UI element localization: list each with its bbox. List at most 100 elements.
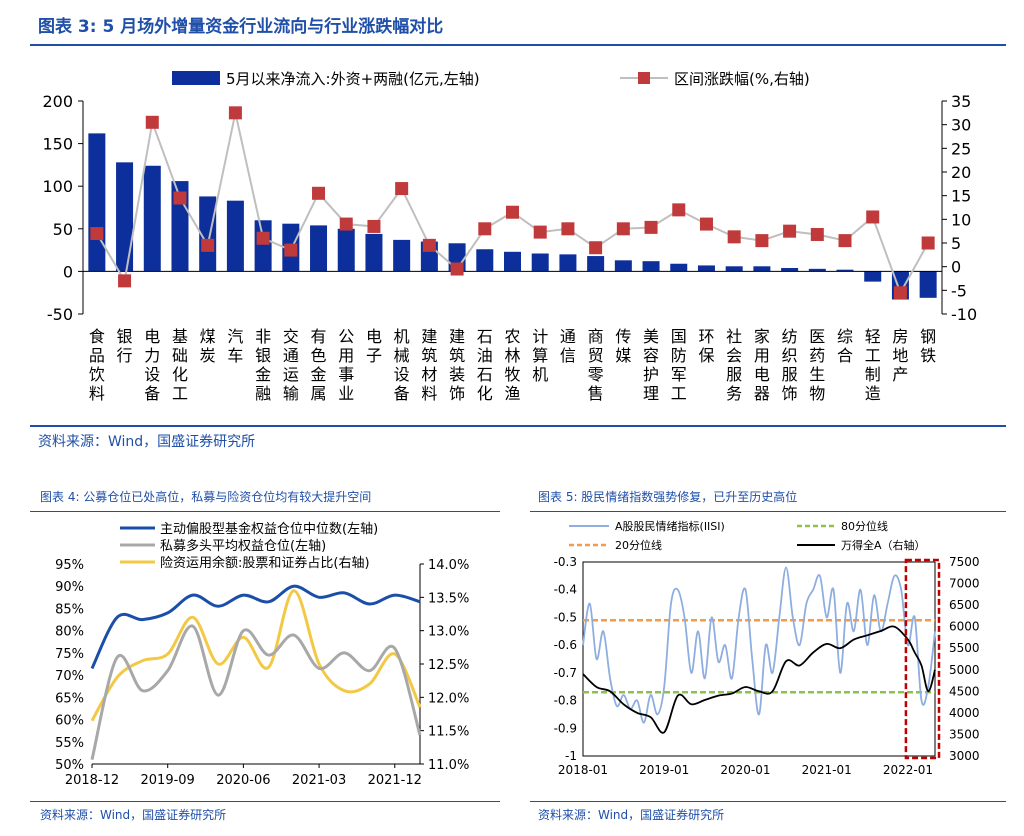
- fig3-change-marker: [339, 217, 353, 231]
- fig4-x-tick-label: 2019-09: [141, 773, 195, 788]
- fig3-right-tick-label: 0: [951, 258, 961, 277]
- fig3-category-label: 通信: [560, 327, 576, 365]
- fig5-right-tick-label: 7500: [949, 555, 980, 569]
- fig3-category-label: 房地产: [892, 327, 908, 384]
- fig3-category-label: 银行: [117, 327, 133, 365]
- fig3-category-label: 社会服务: [726, 327, 742, 403]
- fig3-category-label: 传媒: [615, 327, 631, 365]
- fig4-legend-label: 主动偏股型基金权益仓位中位数(左轴): [160, 521, 378, 537]
- fig3-change-marker: [478, 222, 492, 236]
- fig3-left-tick-label: 100: [42, 177, 73, 196]
- fig3-bar: [143, 165, 161, 272]
- fig3-category-label: 计算机: [532, 327, 548, 384]
- fig4-left-tick-label: 90%: [55, 580, 84, 595]
- fig3-category-label: 纺织服饰: [782, 327, 798, 403]
- fig3-category-label: 医药生物: [809, 327, 825, 403]
- fig5-bottom-rule: [530, 801, 1006, 802]
- fig3-bar: [864, 271, 882, 282]
- fig5-left-tick-label: -0.3: [554, 555, 577, 569]
- fig3-change-marker: [589, 241, 603, 255]
- fig4-series-line-1: [90, 584, 421, 670]
- fig3-bar: [697, 265, 715, 272]
- fig3-category-label: 汽车: [227, 327, 243, 365]
- fig3-category-label: 石油石化: [477, 327, 493, 403]
- fig5-x-tick-label: 2022-01: [883, 763, 933, 777]
- fig5-wind-index-line: [582, 625, 936, 734]
- fig5-legend-label: 20分位线: [615, 538, 662, 552]
- fig5-left-tick-label: -0.8: [554, 694, 577, 708]
- fig4-top-rule: [30, 511, 500, 512]
- fig3-change-marker: [228, 106, 242, 120]
- fig5-left-tick-label: -0.7: [554, 666, 577, 680]
- fig3-bar: [559, 254, 577, 272]
- fig3-right-tick-label: 20: [951, 163, 971, 182]
- fig5-x-tick-label: 2019-01: [639, 763, 689, 777]
- fig3-change-marker: [395, 182, 409, 196]
- fig3-legend-line-label: 区间涨跌幅(%,右轴): [674, 70, 810, 88]
- fig3-left-tick-label: 150: [42, 135, 73, 154]
- fig3-change-marker: [312, 186, 326, 200]
- fig3-change-marker: [644, 220, 658, 234]
- fig3-category-label: 电子: [366, 327, 382, 365]
- fig3-chart: 5月以来净流入:外资+两融(亿元,左轴) 区间涨跌幅(%,右轴)-50050100…: [42, 70, 977, 403]
- fig5-left-tick-label: -0.5: [554, 610, 577, 624]
- fig3-change-marker: [367, 219, 381, 233]
- fig3-change-marker: [173, 191, 187, 205]
- fig5-right-tick-label: 6500: [949, 598, 980, 612]
- fig4-left-tick-label: 80%: [55, 625, 84, 640]
- fig3-bar: [587, 256, 605, 272]
- fig3-change-marker: [727, 230, 741, 244]
- fig4-left-tick-label: 55%: [55, 736, 84, 751]
- fig5-right-tick-label: 5000: [949, 663, 980, 677]
- fig3-bar: [753, 266, 771, 272]
- fig3-left-tick-label: 50: [53, 220, 73, 239]
- fig4-left-tick-label: 65%: [55, 691, 84, 706]
- fig5-plot-frame: [582, 561, 936, 757]
- fig3-bar: [725, 266, 743, 272]
- fig3-bar: [365, 233, 383, 272]
- fig5-right-tick-label: 3000: [949, 749, 980, 763]
- fig4-right-tick-label: 11.0%: [428, 758, 469, 773]
- fig3-right-tick-label: 5: [951, 234, 961, 253]
- fig3-category-label: 环保: [698, 327, 714, 365]
- fig5-left-tick-label: -0.6: [554, 638, 577, 652]
- fig4-series-line-3: [90, 589, 422, 722]
- fig4-right-tick-label: 12.5%: [428, 658, 469, 673]
- fig5-legend-label: A股股民情绪指标(IISI): [615, 519, 725, 533]
- fig3-title: 图表 3: 5 月场外增量资金行业流向与行业涨跌幅对比: [38, 17, 444, 37]
- fig5-title: 图表 5: 股民情绪指数强势修复，已升至历史高位: [538, 490, 798, 504]
- fig3-right-tick-label: 10: [951, 210, 971, 229]
- fig3-left-tick-label: 0: [63, 262, 73, 281]
- fig3-change-marker: [284, 243, 298, 257]
- fig3-left-tick-label: 200: [42, 92, 73, 111]
- fig3-category-label: 非银金融: [255, 327, 271, 403]
- fig3-change-marker: [672, 203, 686, 217]
- fig3-bar: [199, 196, 217, 272]
- fig3-right-tick-label: 25: [951, 139, 971, 158]
- fig3-category-label: 综合: [837, 327, 853, 365]
- fig3-category-label: 基础化工: [172, 327, 188, 403]
- fig3-right-tick-label: 35: [951, 92, 971, 111]
- fig5-left-tick-label: -0.4: [554, 583, 577, 597]
- fig5-right-tick-label: 4000: [949, 706, 980, 720]
- fig5-x-tick-label: 2020-01: [720, 763, 770, 777]
- fig4-source: 资料来源：Wind，国盛证券研究所: [40, 808, 227, 822]
- fig4-x-tick-label: 2020-06: [216, 773, 270, 788]
- fig3-change-marker: [866, 210, 880, 224]
- fig3-change-marker: [838, 234, 852, 248]
- fig3-change-marker: [145, 115, 159, 129]
- fig3-bar: [670, 263, 688, 272]
- fig4-right-tick-label: 11.5%: [428, 725, 469, 740]
- fig3-change-marker: [506, 205, 519, 219]
- fig3-bar: [254, 220, 272, 272]
- fig3-category-label: 食品饮料: [89, 327, 105, 403]
- fig4-right-tick-label: 13.5%: [428, 591, 469, 606]
- fig4-left-tick-label: 85%: [55, 602, 84, 617]
- fig3-bar: [614, 260, 632, 272]
- fig3-bar: [781, 267, 799, 272]
- fig4-title: 图表 4: 公募仓位已处高位，私募与险资仓位均有较大提升空间: [40, 490, 372, 504]
- fig3-change-marker: [422, 238, 436, 252]
- fig3-right-tick-label: 30: [951, 116, 971, 135]
- fig3-legend-bar-label: 5月以来净流入:外资+两融(亿元,左轴): [226, 70, 480, 88]
- fig5-right-tick-label: 6000: [949, 620, 980, 634]
